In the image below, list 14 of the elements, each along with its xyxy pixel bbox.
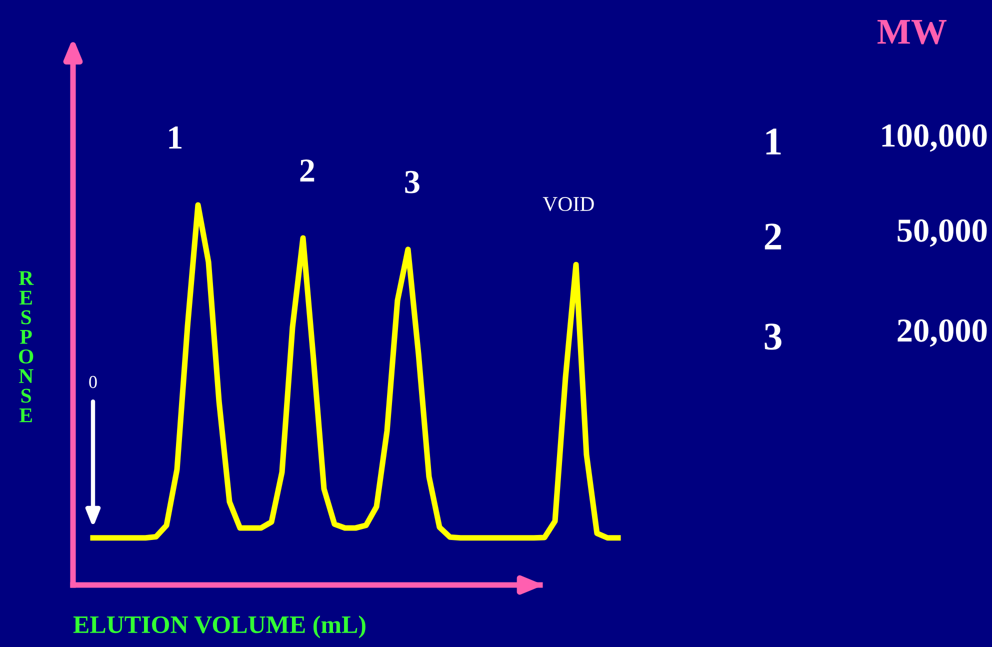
- text: 3: [405, 170, 420, 194]
- text: 100,000: [882, 124, 987, 152]
- text: 2: [764, 224, 782, 250]
- text: 20,000: [898, 319, 987, 347]
- text: 3: [764, 324, 782, 350]
- text: 2: [300, 159, 314, 182]
- annotation: VOID: [542, 197, 594, 212]
- y-axis-title: RESPONSE: [18, 271, 34, 422]
- text: 1: [169, 126, 182, 148]
- text: MW: [878, 20, 947, 44]
- text: 1: [766, 128, 781, 154]
- text: 50,000: [898, 219, 987, 247]
- x-axis-title: ELUTION VOLUME (mL): [73, 616, 366, 638]
- annotation: 0: [89, 376, 97, 388]
